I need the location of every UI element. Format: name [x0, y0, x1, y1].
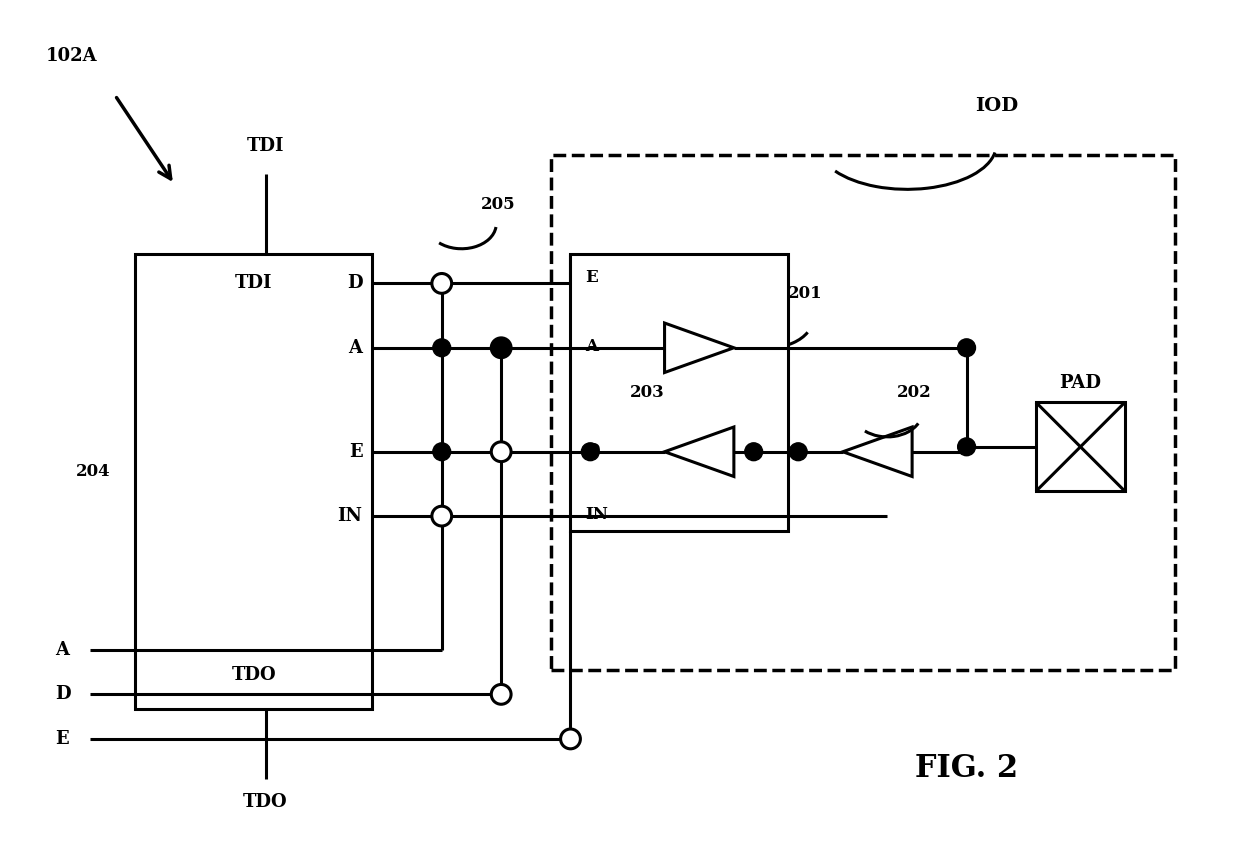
- Circle shape: [432, 273, 451, 293]
- Circle shape: [433, 443, 450, 461]
- Text: D: D: [585, 442, 600, 459]
- Text: A: A: [348, 339, 362, 357]
- Text: 204: 204: [76, 463, 110, 480]
- Text: TDI: TDI: [247, 136, 284, 155]
- Text: A: A: [56, 641, 69, 659]
- Text: IN: IN: [337, 507, 362, 525]
- Circle shape: [433, 339, 450, 357]
- Circle shape: [745, 443, 763, 461]
- Circle shape: [491, 684, 511, 705]
- Circle shape: [957, 438, 976, 456]
- Circle shape: [957, 339, 976, 357]
- Text: TDO: TDO: [243, 793, 288, 811]
- Circle shape: [582, 443, 599, 461]
- Text: A: A: [585, 338, 599, 355]
- Text: E: E: [585, 268, 598, 285]
- Text: E: E: [56, 730, 69, 748]
- Bar: [551, 155, 1174, 670]
- Bar: [570, 254, 789, 531]
- Text: FIG. 2: FIG. 2: [915, 753, 1018, 784]
- Text: IOD: IOD: [975, 97, 1018, 115]
- Circle shape: [560, 729, 580, 749]
- Text: PAD: PAD: [1059, 374, 1101, 392]
- Text: 102A: 102A: [46, 47, 97, 65]
- Circle shape: [790, 443, 807, 461]
- Circle shape: [491, 338, 511, 358]
- Bar: [135, 254, 372, 709]
- Text: 205: 205: [481, 196, 516, 213]
- Text: 203: 203: [630, 384, 665, 400]
- Text: TDI: TDI: [234, 273, 273, 291]
- Bar: [1035, 402, 1125, 492]
- Text: E: E: [348, 443, 362, 461]
- Text: 202: 202: [898, 384, 932, 400]
- Circle shape: [492, 339, 510, 357]
- Text: TDO: TDO: [232, 666, 277, 684]
- Circle shape: [491, 442, 511, 462]
- Circle shape: [432, 506, 451, 526]
- Text: D: D: [347, 274, 362, 292]
- Text: IN: IN: [585, 506, 608, 523]
- Text: D: D: [56, 685, 71, 704]
- Text: 201: 201: [789, 285, 823, 302]
